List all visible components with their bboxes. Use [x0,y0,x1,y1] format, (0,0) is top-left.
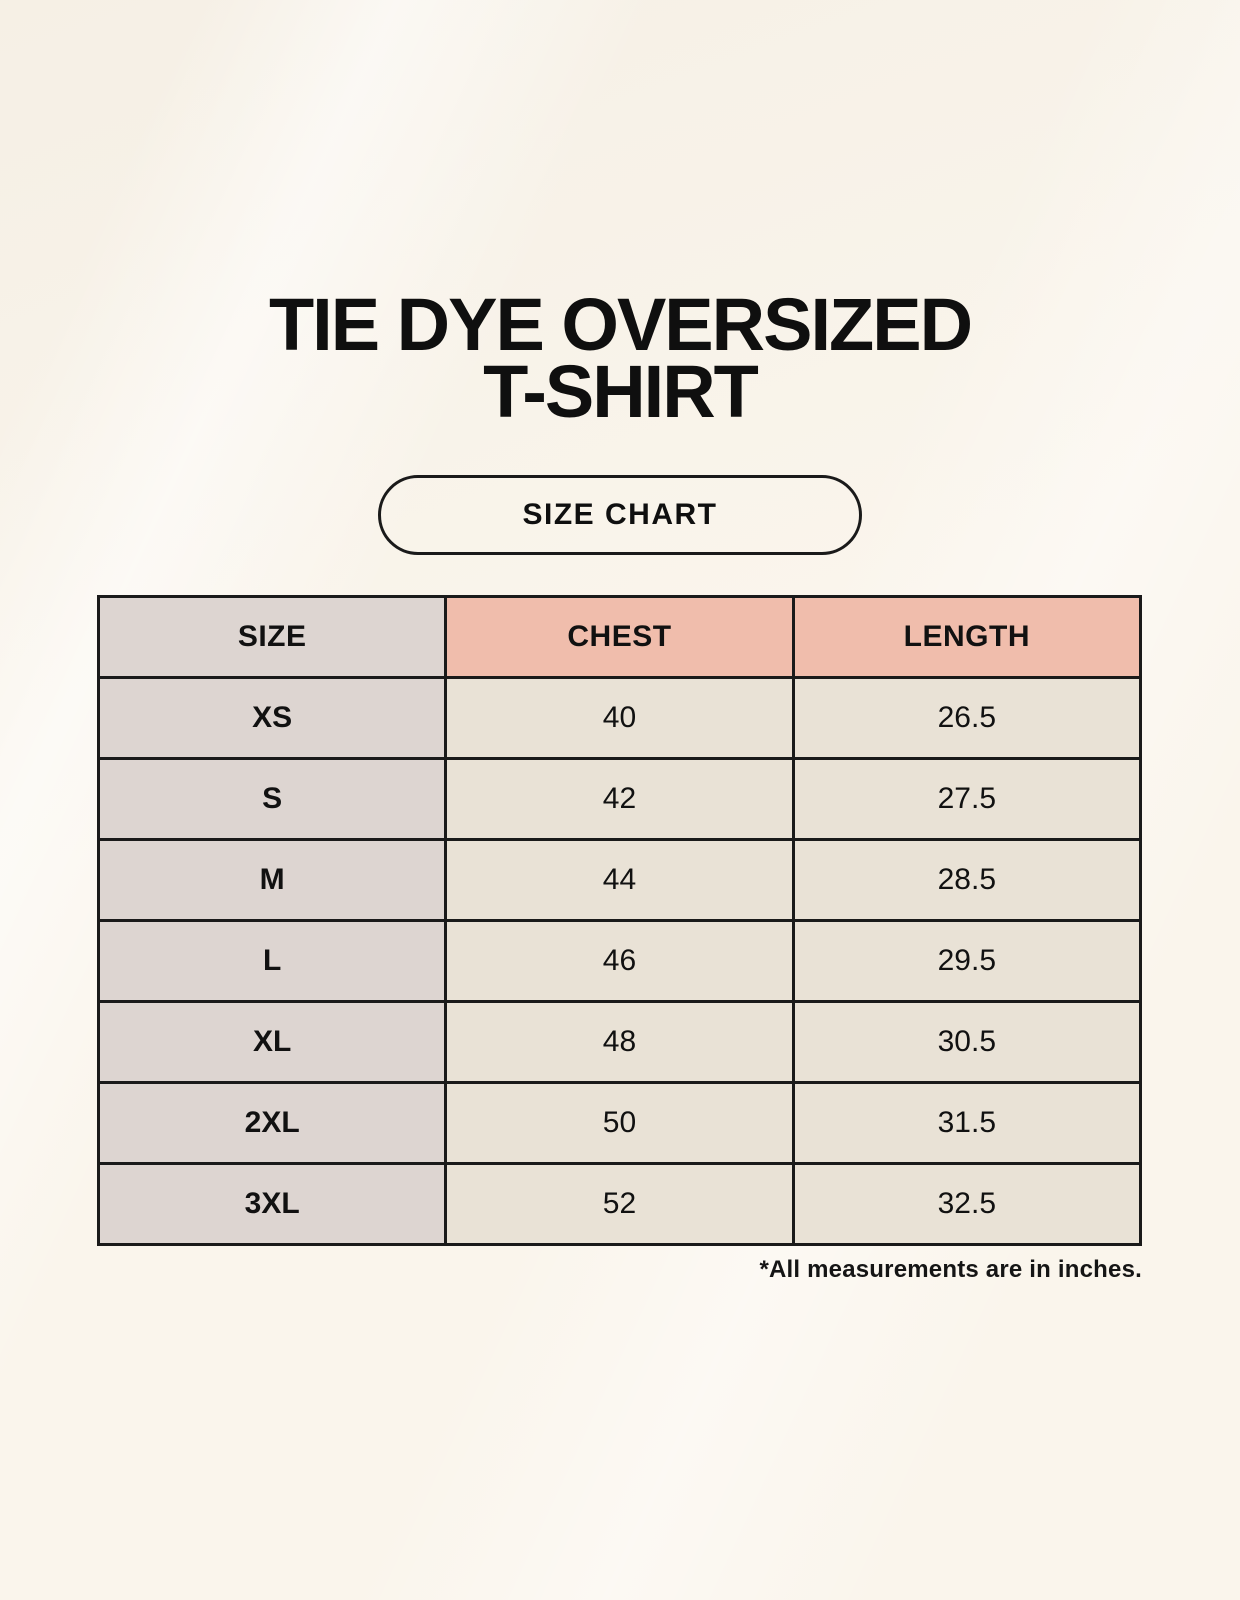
length-cell: 28.5 [791,838,1143,923]
chest-cell: 48 [444,1000,795,1085]
size-cell: M [96,838,448,923]
chest-cell: 52 [444,1162,795,1247]
length-cell: 29.5 [791,919,1143,1004]
measurements-footnote: *All measurements are in inches. [759,1256,1142,1284]
size-chart-table-head: SIZE CHEST LENGTH [96,595,1143,680]
chest-cell: 40 [444,676,795,761]
length-cell: 30.5 [791,1000,1143,1085]
table-row: 3XL 52 32.5 [96,1162,1143,1247]
column-header-size: SIZE [96,595,448,680]
size-chart-badge-label: SIZE CHART [522,498,718,532]
page-title-line1: TIE DYE OVERSIZED [268,283,973,366]
size-cell: 3XL [96,1162,448,1247]
size-table-body: XS 40 26.5 S 42 27.5 M 44 28.5 L 46 29.5 XL 48 30.5 2XL… [96,676,1143,1247]
size-cell: S [96,757,448,842]
table-row: M 44 28.5 [96,838,1143,923]
size-cell: L [96,919,448,1004]
header-row: SIZE CHEST LENGTH [96,595,1143,680]
size-cell: 2XL [96,1081,448,1166]
page-title: TIE DYE OVERSIZED T-SHIRT [0,0,1240,429]
table-row: L 46 29.5 [96,919,1143,1004]
size-cell: XS [96,676,448,761]
chest-cell: 44 [444,838,795,923]
size-cell: XL [96,1000,448,1085]
table-row: S 42 27.5 [96,757,1143,842]
chest-cell: 50 [444,1081,795,1166]
page-title-line2: T-SHIRT [483,349,759,433]
column-header-length: LENGTH [791,595,1143,680]
chest-cell: 46 [444,919,795,1004]
table-row: 2XL 50 31.5 [96,1081,1143,1166]
table-row: XS 40 26.5 [96,676,1143,761]
length-cell: 31.5 [791,1081,1143,1166]
length-cell: 26.5 [791,676,1143,761]
size-chart-badge: SIZE CHART [378,475,862,556]
length-cell: 27.5 [791,757,1143,842]
chest-cell: 42 [444,757,795,842]
size-chart-table: SIZE CHEST LENGTH XS 40 26.5 S 42 27.5 M 44 28.5… [96,595,1143,1247]
column-header-chest: CHEST [444,595,795,680]
table-row: XL 48 30.5 [96,1000,1143,1085]
length-cell: 32.5 [791,1162,1143,1247]
